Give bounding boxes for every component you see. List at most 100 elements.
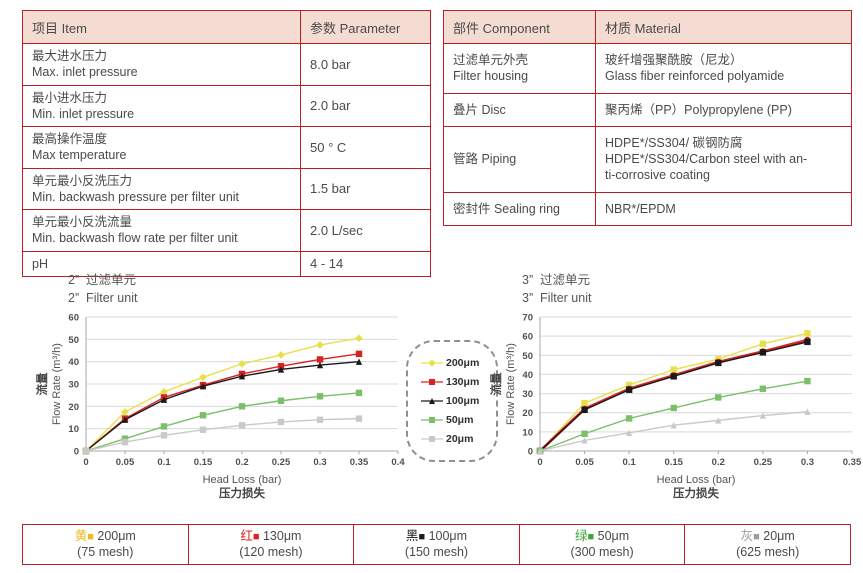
mesh-legend-cell-20μm: 灰■ 20μm (625 mesh) [684, 524, 851, 565]
data-point-marker [355, 334, 363, 343]
series-line-100μm [85, 360, 360, 452]
spec-row: 单元最小反洗压力 Min. backwash pressure per filte… [22, 167, 431, 210]
legend-marker-icon [421, 398, 443, 404]
data-point-marker [804, 330, 811, 337]
material-component-line: 过滤单元外壳 [453, 53, 529, 67]
mesh-legend-line1: 灰■ 20μm [687, 528, 848, 544]
legend-item-50μm: 50μm [421, 414, 496, 426]
chart-title-2inch-cn: 2” 过滤单元 [68, 273, 137, 287]
spec-row: 最高操作温度 Max temperature 50 ° C [22, 126, 431, 169]
spec-row: pH 4 - 14 [22, 250, 431, 277]
x-axis-label-en: Head Loss (bar) [657, 474, 736, 486]
spec-item-line: 单元最小反洗压力 [32, 173, 133, 188]
x-tick-label: 0.35 [843, 457, 862, 468]
data-point-marker [355, 350, 363, 358]
mesh-legend-table: 黄■ 200μm (75 mesh) 红■ 130μm (120 mesh) 黑■ 10… [22, 524, 851, 565]
series-line-100μm [539, 341, 808, 452]
filter-unit-2-chart-block: 2” 过滤单元 2” Filter unit 0 10 20 30 40 50 60 0 0.0… [34, 272, 414, 510]
color-swatch-icon: ■ [753, 531, 760, 543]
data-point-marker [625, 386, 633, 393]
spec-item-line: 最大进水压力 [32, 49, 108, 63]
mesh-legend-line1: 红■ 130μm [191, 528, 352, 544]
spec-item-line: 单元最小反洗流量 [32, 215, 133, 229]
y-tick-label: 0 [528, 447, 533, 458]
data-point-marker [355, 389, 363, 397]
y-tick-label: 10 [68, 424, 79, 435]
data-point-marker [804, 338, 811, 346]
material-component-cell: 叠片 Disc [443, 92, 596, 127]
spec-table-body: 最大进水压力 Max. inlet pressure 8.0 bar 最小进水压力 Mi… [22, 43, 431, 277]
flow-rate-chart-svg-1: 0 10 20 30 40 50 60 70 0 0.05 0.1 0.15 0.2 0.25 0.3 0.3… [489, 313, 862, 501]
legend-item-label: 200μm [446, 357, 480, 369]
data-point-marker [536, 447, 544, 455]
material-table-header-row: 部件 Component 材质 Material [443, 10, 852, 44]
y-tick-label: 40 [68, 357, 79, 368]
data-point-marker [715, 394, 722, 401]
color-swatch-icon: ■ [418, 531, 426, 543]
color-swatch-icon: ■ [87, 531, 94, 543]
y-tick-label: 0 [74, 447, 79, 458]
spec-header-item: 项目 Item [22, 10, 301, 44]
y-tick-label: 30 [522, 389, 533, 400]
data-point-marker [277, 351, 285, 359]
series-line-50μm [85, 392, 360, 452]
data-point-marker [759, 385, 767, 392]
legend-marker-icon [421, 379, 443, 385]
x-tick-label: 0.25 [272, 457, 291, 468]
mesh-color-name-cn: 灰 [740, 529, 754, 543]
data-point-marker [355, 358, 363, 365]
data-point-marker [428, 359, 436, 367]
spec-item-line: Max. inlet pressure [32, 65, 138, 80]
material-row: 过滤单元外壳 Filter housing 玻纤增强聚酰胺（尼龙） Glass fib… [443, 43, 852, 94]
material-material-line: HDPE*/SS304/ 碳钢防腐 [605, 135, 743, 150]
legend-marker-icon [421, 417, 443, 423]
data-point-marker [316, 416, 324, 423]
chart-title-2inch: 2” 过滤单元 2” Filter unit [68, 272, 414, 307]
y-tick-label: 30 [68, 380, 79, 391]
data-point-marker [277, 397, 285, 404]
chart-title-3inch: 3” 过滤单元 3” Filter unit [522, 272, 863, 307]
series-line-130μm [85, 353, 360, 452]
mesh-size-label: 100μm [425, 529, 468, 543]
x-axis-label-cn: 压力损失 [219, 486, 265, 500]
data-point-marker [316, 393, 324, 400]
legend-marker-icon [421, 436, 443, 442]
material-material-cell: NBR*/EPDM [595, 191, 852, 226]
spec-value-cell: 1.5 bar [300, 167, 431, 210]
legend-item-20μm: 20μm [421, 433, 496, 445]
mesh-legend-cell-200μm: 黄■ 200μm (75 mesh) [22, 524, 189, 565]
data-point-marker [715, 417, 722, 424]
y-axis-label-cn: 流量 [35, 372, 49, 395]
data-point-marker [625, 415, 633, 422]
material-header-material: 材质 Material [595, 10, 852, 44]
data-point-marker [316, 356, 324, 363]
legend-item-100μm: 100μm [421, 395, 496, 407]
mesh-color-name-cn: 红 [240, 529, 253, 543]
spec-table-header-row: 项目 Item 参数 Parameter [22, 10, 431, 44]
spec-item-line: Max temperature [32, 148, 127, 163]
chart-title-3inch-en: 3” Filter unit [522, 290, 592, 305]
spec-item-line: pH [32, 256, 48, 271]
mesh-size-label: 200μm [93, 529, 136, 543]
mesh-legend-cell-100μm: 黑■ 100μm (150 mesh) [353, 524, 520, 565]
data-point-marker [316, 361, 324, 369]
x-tick-label: 0.05 [116, 457, 135, 468]
mesh-legend-line2: (625 mesh) [736, 545, 800, 560]
spec-item-line: 最高操作温度 [32, 132, 108, 146]
spec-value-cell: 2.0 L/sec [300, 209, 431, 252]
y-tick-label: 50 [522, 351, 533, 362]
data-point-marker [581, 437, 588, 444]
spec-row: 单元最小反洗流量 Min. backwash flow rate per filt… [22, 209, 431, 252]
mesh-color-name-cn: 绿 [574, 529, 588, 543]
material-component-cell: 过滤单元外壳 Filter housing [443, 43, 596, 94]
data-point-marker [121, 438, 129, 446]
data-point-marker [238, 372, 246, 380]
data-point-marker [316, 341, 324, 349]
data-point-marker [581, 430, 588, 437]
legend-item-label: 50μm [446, 414, 474, 426]
material-table-body: 过滤单元外壳 Filter housing 玻纤增强聚酰胺（尼龙） Glass fib… [443, 43, 852, 226]
x-axis-label-cn: 压力损失 [673, 486, 719, 500]
data-point-marker [670, 421, 677, 429]
data-point-marker [199, 412, 207, 419]
mesh-color-name-cn: 黄 [74, 529, 88, 543]
